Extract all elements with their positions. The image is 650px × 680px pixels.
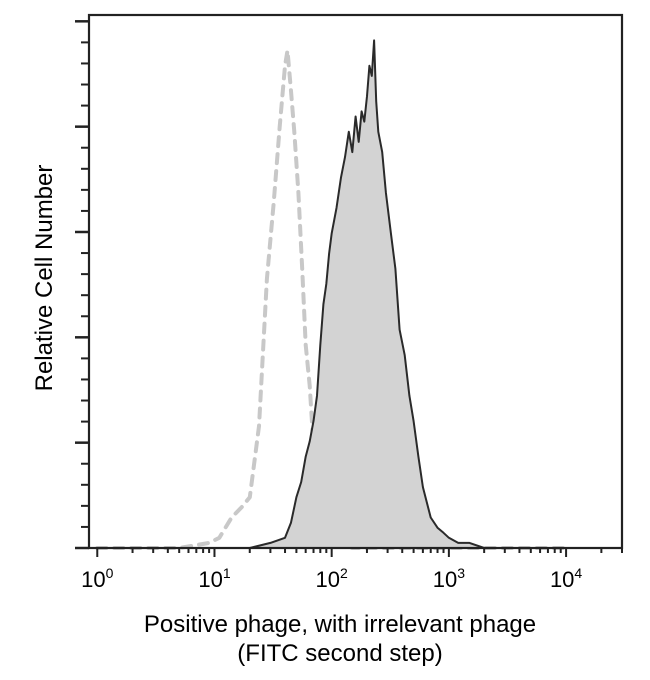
x-tick-label: 104 xyxy=(550,565,582,592)
x-tick-label: 102 xyxy=(316,565,348,592)
x-tick-label: 101 xyxy=(198,565,230,592)
x-tick-label: 100 xyxy=(81,565,113,592)
y-axis-ticks xyxy=(75,20,89,550)
x-axis-title-line2: (FITC second step) xyxy=(237,640,442,667)
plot-frame xyxy=(87,13,624,550)
x-axis-title-line1: Positive phage, with irrelevant phage xyxy=(144,611,536,638)
x-tick-label: 103 xyxy=(433,565,465,592)
x-axis-ticks: 100 101 102 103 104 xyxy=(81,548,623,592)
plot-area xyxy=(95,39,623,550)
series-1-fill xyxy=(97,40,623,549)
y-axis-title: Relative Cell Number xyxy=(31,165,58,392)
series-1-line xyxy=(96,39,623,549)
